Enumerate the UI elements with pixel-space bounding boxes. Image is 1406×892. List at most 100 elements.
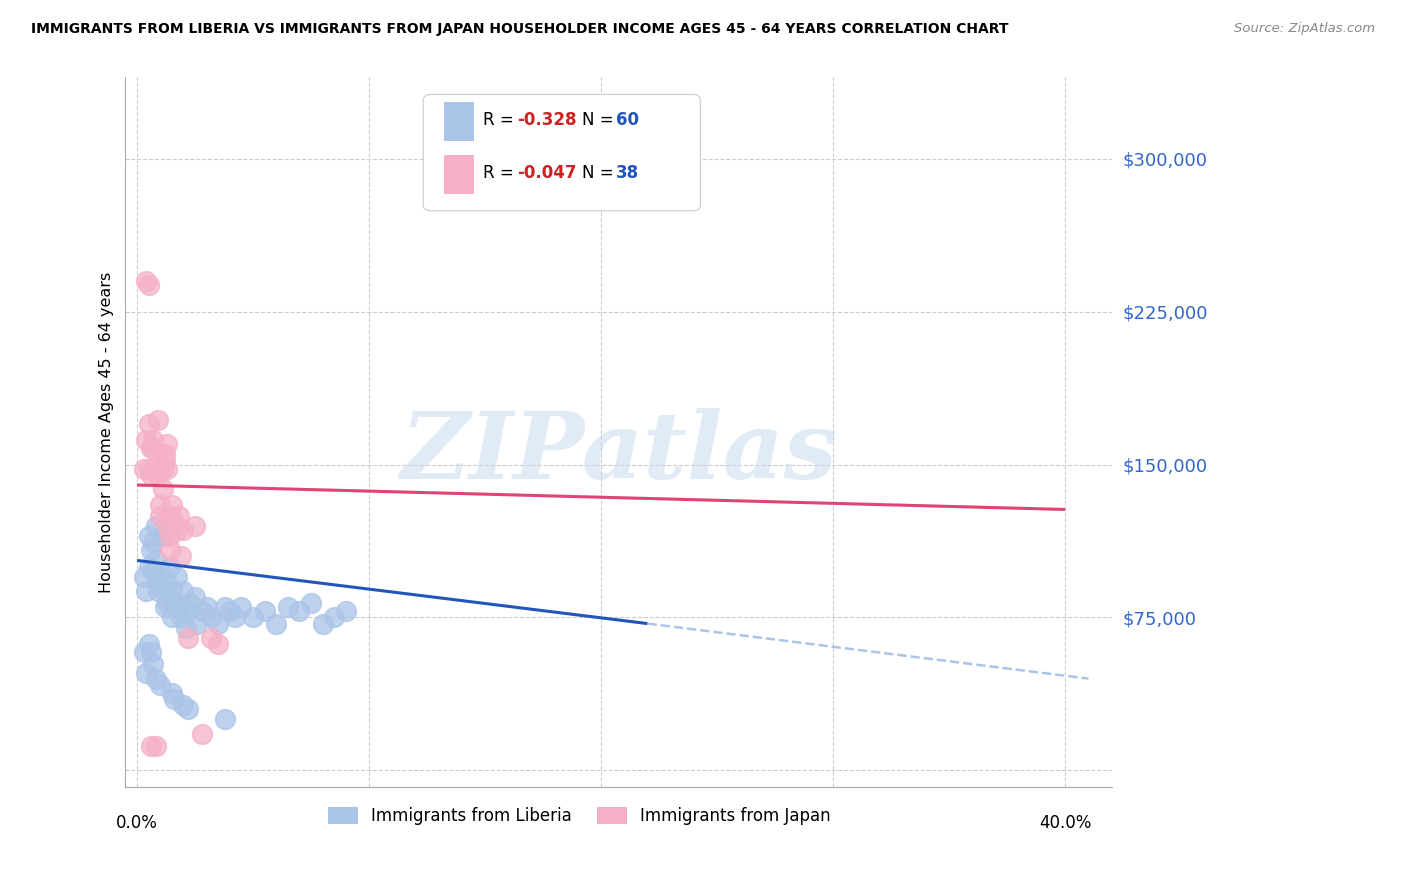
FancyBboxPatch shape — [423, 95, 700, 211]
Point — [142, 442, 165, 456]
Point — [177, 631, 200, 645]
Point — [219, 604, 242, 618]
Point — [145, 672, 167, 686]
Point — [153, 584, 176, 599]
Y-axis label: Householder Income Ages 45 - 64 years: Householder Income Ages 45 - 64 years — [100, 271, 114, 592]
Point — [200, 631, 222, 645]
Point — [172, 698, 194, 712]
Point — [200, 610, 222, 624]
Point — [160, 610, 183, 624]
Point — [299, 596, 322, 610]
Point — [142, 657, 165, 672]
Point — [191, 604, 214, 618]
Point — [139, 739, 162, 753]
Point — [156, 437, 179, 451]
Point — [207, 637, 229, 651]
Point — [160, 584, 183, 599]
Point — [159, 529, 181, 543]
Point — [149, 580, 172, 594]
Point — [231, 600, 253, 615]
Point — [195, 600, 218, 615]
Point — [135, 433, 157, 447]
Point — [135, 665, 157, 680]
Point — [139, 543, 162, 558]
Point — [132, 570, 155, 584]
Point — [253, 604, 276, 618]
Point — [145, 518, 167, 533]
Point — [132, 645, 155, 659]
Point — [146, 413, 169, 427]
Point — [142, 433, 165, 447]
Point — [146, 584, 169, 599]
Bar — [444, 155, 474, 194]
Point — [135, 584, 157, 599]
Point — [159, 559, 181, 574]
Point — [152, 529, 174, 543]
Point — [149, 564, 172, 578]
Point — [184, 590, 207, 604]
Point — [170, 610, 193, 624]
Point — [277, 600, 299, 615]
Text: IMMIGRANTS FROM LIBERIA VS IMMIGRANTS FROM JAPAN HOUSEHOLDER INCOME AGES 45 - 64: IMMIGRANTS FROM LIBERIA VS IMMIGRANTS FR… — [31, 22, 1008, 37]
Text: ZIPatlas: ZIPatlas — [401, 409, 837, 499]
Point — [160, 686, 183, 700]
Point — [186, 616, 208, 631]
Point — [159, 543, 181, 558]
Point — [335, 604, 357, 618]
Point — [163, 515, 186, 529]
Point — [323, 610, 346, 624]
Point — [156, 596, 179, 610]
Point — [145, 553, 167, 567]
Point — [172, 523, 194, 537]
Text: -0.328: -0.328 — [517, 111, 576, 129]
Point — [145, 458, 167, 472]
Point — [138, 529, 160, 543]
Point — [156, 518, 179, 533]
Point — [149, 499, 172, 513]
Point — [152, 482, 174, 496]
Text: R =: R = — [484, 164, 519, 182]
Point — [138, 461, 160, 475]
Point — [214, 600, 236, 615]
Text: N =: N = — [582, 164, 619, 182]
Point — [163, 692, 186, 706]
Point — [145, 739, 167, 753]
Legend: Immigrants from Liberia, Immigrants from Japan: Immigrants from Liberia, Immigrants from… — [321, 800, 838, 831]
Point — [166, 523, 188, 537]
Point — [132, 461, 155, 475]
Point — [153, 600, 176, 615]
Point — [146, 575, 169, 590]
Point — [166, 570, 188, 584]
Text: 60: 60 — [616, 111, 638, 129]
Point — [163, 596, 186, 610]
Point — [156, 575, 179, 590]
Text: 40.0%: 40.0% — [1039, 814, 1091, 832]
Point — [152, 461, 174, 475]
Point — [179, 596, 201, 610]
Point — [159, 508, 181, 523]
Point — [149, 678, 172, 692]
Point — [156, 461, 179, 475]
Point — [207, 616, 229, 631]
Point — [191, 726, 214, 740]
Point — [288, 604, 311, 618]
Point — [174, 621, 197, 635]
Point — [142, 535, 165, 549]
Point — [177, 604, 200, 618]
Point — [167, 508, 190, 523]
Text: 38: 38 — [616, 164, 638, 182]
Point — [138, 417, 160, 431]
Point — [177, 702, 200, 716]
Point — [153, 453, 176, 467]
Point — [266, 616, 288, 631]
Text: R =: R = — [484, 111, 519, 129]
Point — [172, 584, 194, 599]
Text: N =: N = — [582, 111, 619, 129]
Point — [139, 645, 162, 659]
Point — [138, 559, 160, 574]
Point — [139, 467, 162, 482]
Point — [160, 499, 183, 513]
Point — [142, 564, 165, 578]
Text: -0.047: -0.047 — [517, 164, 576, 182]
Point — [153, 447, 176, 461]
